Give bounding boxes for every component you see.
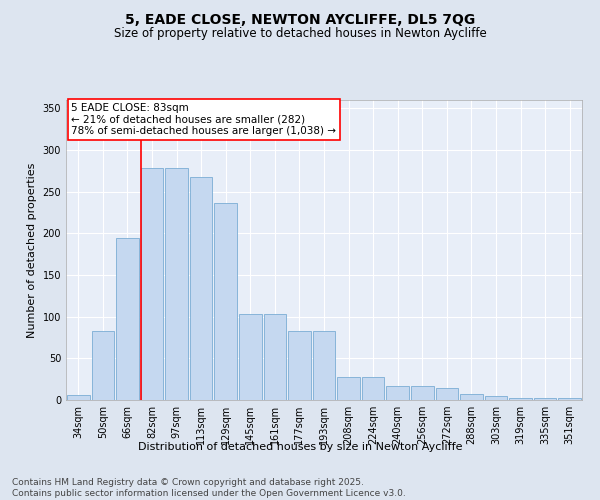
Bar: [239, 314, 262, 400]
Bar: [436, 388, 458, 400]
Bar: [559, 398, 581, 400]
Text: Distribution of detached houses by size in Newton Aycliffe: Distribution of detached houses by size …: [138, 442, 462, 452]
Bar: [263, 314, 286, 400]
Bar: [337, 376, 360, 400]
Bar: [313, 331, 335, 400]
Bar: [509, 398, 532, 400]
Text: Size of property relative to detached houses in Newton Aycliffe: Size of property relative to detached ho…: [113, 28, 487, 40]
Bar: [116, 238, 139, 400]
Bar: [214, 202, 237, 400]
Bar: [140, 168, 163, 400]
Text: Contains HM Land Registry data © Crown copyright and database right 2025.
Contai: Contains HM Land Registry data © Crown c…: [12, 478, 406, 498]
Bar: [485, 396, 508, 400]
Text: 5 EADE CLOSE: 83sqm
← 21% of detached houses are smaller (282)
78% of semi-detac: 5 EADE CLOSE: 83sqm ← 21% of detached ho…: [71, 103, 336, 136]
Bar: [411, 386, 434, 400]
Bar: [362, 376, 385, 400]
Text: 5, EADE CLOSE, NEWTON AYCLIFFE, DL5 7QG: 5, EADE CLOSE, NEWTON AYCLIFFE, DL5 7QG: [125, 12, 475, 26]
Bar: [460, 394, 483, 400]
Bar: [165, 168, 188, 400]
Bar: [92, 331, 114, 400]
Bar: [288, 331, 311, 400]
Bar: [386, 386, 409, 400]
Bar: [190, 176, 212, 400]
Bar: [534, 398, 556, 400]
Y-axis label: Number of detached properties: Number of detached properties: [27, 162, 37, 338]
Bar: [67, 395, 89, 400]
